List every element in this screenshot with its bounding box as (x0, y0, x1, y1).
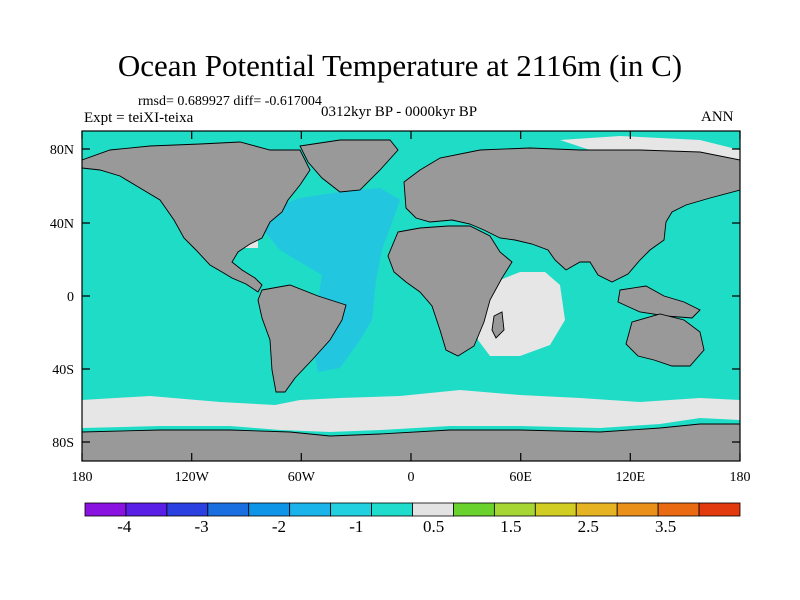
colorbar-swatch (412, 502, 454, 517)
colorbar-swatch (575, 502, 618, 517)
plot-title: Ocean Potential Temperature at 2116m (in… (117, 48, 683, 83)
x-tick-label: 60E (509, 470, 532, 485)
atlantic-anomaly (265, 188, 400, 372)
colorbar-swatch (453, 502, 495, 517)
colorbar-swatch (698, 502, 741, 517)
x-tick-label: 120W (175, 470, 210, 485)
x-tick-label: 180 (730, 470, 751, 485)
colorbar-swatch (289, 502, 332, 517)
map-frame (81, 130, 741, 462)
colorbar-swatch (248, 502, 291, 517)
x-tick-label: 60W (288, 470, 316, 485)
colorbar-swatch (493, 502, 536, 517)
southern-ocean-band (82, 390, 740, 432)
colorbar-label: 0.5 (423, 517, 444, 536)
colorbar-swatch (330, 502, 372, 517)
stats-text: rmsd= 0.689927 diff= -0.617004 (138, 94, 322, 109)
colorbar-swatch (84, 502, 127, 517)
y-tick-label: 0 (67, 290, 74, 305)
y-tick-label: 80N (50, 143, 74, 158)
colorbar-swatch (207, 502, 250, 517)
period-label: 0312kyr BP - 0000kyr BP (321, 104, 478, 120)
x-tick-label: 180 (72, 470, 93, 485)
indian-ocean-patch (478, 272, 565, 356)
colorbar-labels: -4 -3 -2 -1 0.5 1.5 2.5 3.5 (117, 517, 676, 536)
x-tick-label: 0 (408, 470, 415, 485)
colorbar-swatch (166, 502, 209, 517)
y-tick-label: 80S (52, 436, 74, 451)
x-axis-labels: 180 120W 60W 0 60E 120E 180 (72, 470, 751, 485)
map-area (82, 131, 740, 461)
colorbar-swatch (534, 502, 577, 517)
colorbar-label: -1 (349, 517, 363, 536)
x-tick-label: 120E (616, 470, 646, 485)
y-axis-labels: 80N 40N 0 40S 80S (50, 143, 74, 451)
colorbar (84, 502, 741, 517)
y-tick-label: 40N (50, 217, 74, 232)
season-label: ANN (701, 109, 734, 125)
colorbar-label: -4 (117, 517, 132, 536)
colorbar-swatch (125, 502, 168, 517)
colorbar-swatch (371, 502, 413, 517)
y-tick-label: 40S (52, 363, 74, 378)
colorbar-swatch (616, 502, 659, 517)
colorbar-label: 2.5 (578, 517, 599, 536)
colorbar-label: 1.5 (500, 517, 521, 536)
land (82, 139, 740, 461)
colorbar-label: -3 (195, 517, 209, 536)
colorbar-label: -2 (272, 517, 286, 536)
colorbar-label: 3.5 (655, 517, 676, 536)
colorbar-swatch (657, 502, 700, 517)
experiment-label: Expt = teiXI-teixa (84, 110, 194, 126)
